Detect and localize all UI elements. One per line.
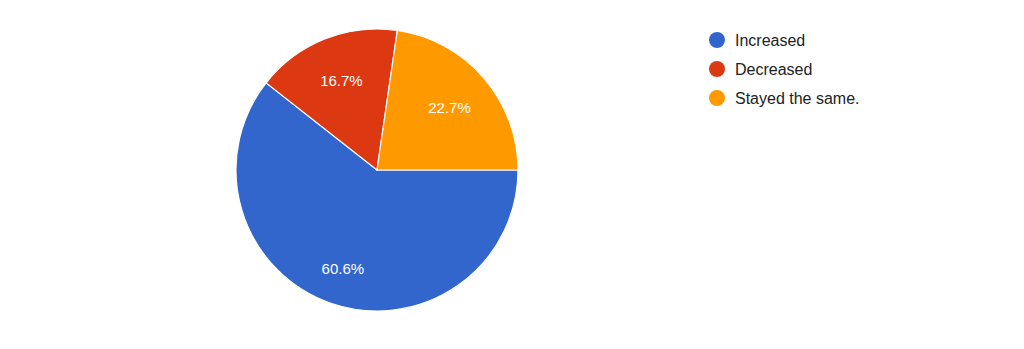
legend-label: Decreased bbox=[735, 61, 812, 78]
data-label: 16.7% bbox=[320, 72, 363, 89]
legend-label: Stayed the same. bbox=[735, 90, 860, 107]
legend: Increased Decreased Stayed the same. bbox=[709, 32, 860, 107]
chart-svg: 60.6% 16.7% 22.7% Increased Decreased Stayed … bbox=[0, 0, 1024, 349]
legend-swatch bbox=[709, 32, 725, 48]
legend-swatch bbox=[709, 61, 725, 77]
pie-slice bbox=[266, 29, 397, 170]
pie-slice bbox=[377, 30, 518, 170]
data-label: 22.7% bbox=[428, 99, 471, 116]
slice-labels: 60.6% 16.7% 22.7% bbox=[320, 72, 471, 277]
legend-swatch bbox=[709, 90, 725, 106]
chart-container: 60.6% 16.7% 22.7% Increased Decreased Stayed … bbox=[0, 0, 1024, 349]
legend-label: Increased bbox=[735, 32, 805, 49]
data-label: 60.6% bbox=[322, 260, 365, 277]
slices bbox=[236, 29, 518, 311]
